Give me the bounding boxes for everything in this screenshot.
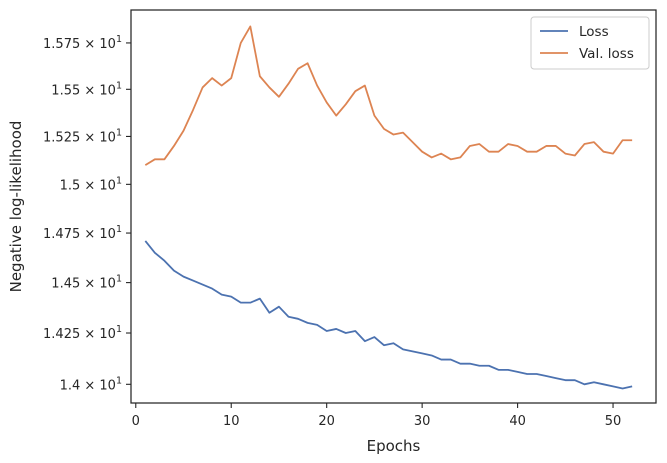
x-tick-label: 50 [605, 414, 622, 429]
legend-label: Val. loss [579, 46, 634, 62]
y-axis-ticks: 1.4 × 101 1.425 × 101 1.45 × 101 1.475 × 10… [43, 34, 131, 393]
x-axis-label: Epochs [367, 437, 421, 455]
x-tick-label: 30 [414, 414, 431, 429]
legend: Loss Val. loss [530, 16, 650, 70]
y-axis-label: Negative log-likelihood [7, 121, 25, 293]
x-tick-label: 40 [509, 414, 526, 429]
x-tick-label: 20 [318, 414, 335, 429]
y-tick-label: 1.4 × 101 [60, 375, 122, 393]
x-tick-label: 0 [132, 414, 140, 429]
series-line-loss [144, 240, 633, 390]
y-tick-label: 1.575 × 101 [43, 34, 122, 52]
x-axis-ticks: 0 10 20 30 40 50 [132, 403, 622, 429]
legend-box [530, 16, 650, 70]
y-tick-label: 1.525 × 101 [43, 127, 122, 145]
y-tick-label: 1.55 × 101 [51, 80, 122, 98]
series-lines [144, 25, 633, 390]
y-tick-label: 1.45 × 101 [51, 274, 122, 292]
legend-label: Loss [579, 24, 609, 40]
y-tick-label: 1.475 × 101 [43, 224, 122, 242]
series-line-val-loss [144, 25, 633, 166]
plot-frame [130, 9, 657, 404]
x-tick-label: 10 [223, 414, 240, 429]
y-tick-label: 1.425 × 101 [43, 324, 122, 342]
y-tick-label: 1.5 × 101 [60, 175, 122, 193]
